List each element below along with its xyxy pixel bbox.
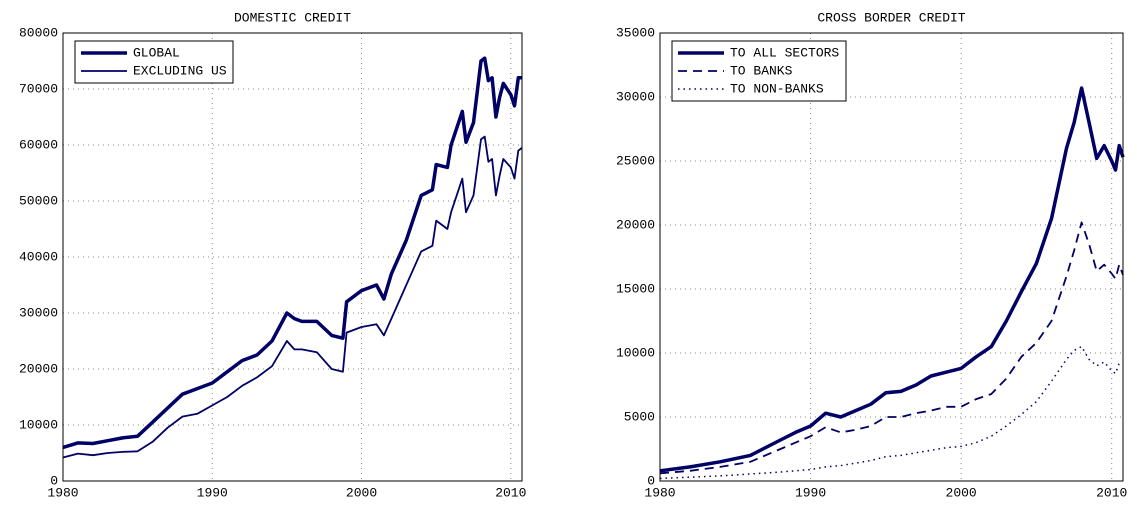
y-tick-label: 5000: [624, 409, 655, 424]
x-tick-label: 1990: [197, 485, 228, 500]
y-tick-label: 40000: [19, 249, 58, 264]
x-tick-label: 1990: [795, 485, 826, 500]
y-tick-label: 10000: [19, 417, 58, 432]
x-tick-label: 1980: [47, 485, 78, 500]
y-tick-label: 15000: [616, 281, 655, 296]
x-tick-label: 1980: [644, 485, 675, 500]
legend-label: TO NON-BANKS: [730, 81, 824, 96]
chart-title: DOMESTIC CREDIT: [234, 10, 351, 25]
series-line: [659, 345, 1123, 480]
y-tick-label: 10000: [616, 345, 655, 360]
y-tick-label: 30000: [19, 305, 58, 320]
y-tick-label: 0: [647, 473, 655, 488]
y-tick-label: 35000: [616, 25, 655, 40]
series-line: [62, 56, 522, 450]
series-line: [62, 135, 523, 459]
legend-label: TO ALL SECTORS: [730, 45, 839, 60]
legend-label: TO BANKS: [730, 63, 793, 78]
y-tick-label: 0: [50, 473, 58, 488]
plot-frame: [62, 32, 523, 482]
series-line: [659, 86, 1125, 473]
y-tick-label: 60000: [19, 137, 58, 152]
y-tick-label: 50000: [19, 193, 58, 208]
x-tick-label: 2010: [495, 485, 526, 500]
legend-box: [74, 40, 234, 84]
x-tick-label: 2010: [1096, 485, 1127, 500]
y-tick-label: 25000: [616, 153, 655, 168]
series-line: [659, 221, 1124, 475]
y-tick-label: 70000: [19, 81, 58, 96]
y-tick-label: 30000: [616, 89, 655, 104]
y-tick-label: 20000: [616, 217, 655, 232]
chart-title: CROSS BORDER CREDIT: [817, 10, 965, 25]
y-tick-label: 80000: [19, 25, 58, 40]
x-tick-label: 2000: [946, 485, 977, 500]
y-tick-label: 20000: [19, 361, 58, 376]
legend-label: EXCLUDING US: [133, 63, 227, 78]
x-tick-label: 2000: [346, 485, 377, 500]
plot-frame: [659, 32, 1124, 482]
legend-label: GLOBAL: [133, 45, 180, 60]
